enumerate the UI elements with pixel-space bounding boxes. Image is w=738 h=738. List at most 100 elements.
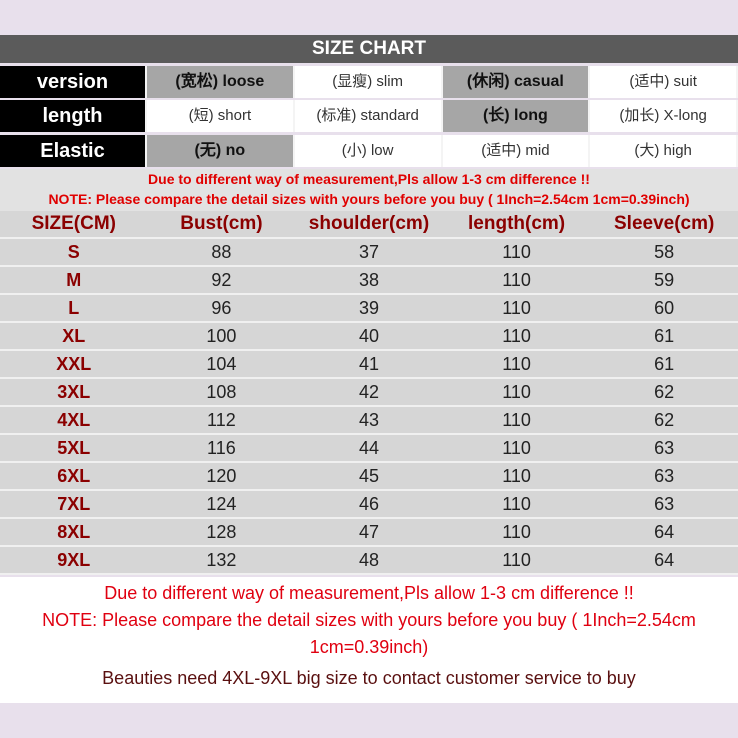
table-cell: 110 [502,466,531,486]
table-cell: SIZE(CM) [31,213,117,234]
table-cell: 110 [502,242,531,262]
table-cell: Sleeve(cm) [614,213,715,234]
table-cell: 61 [654,354,675,374]
table-cell: 132 [206,550,237,570]
table-cell: 37 [358,242,379,262]
table-cell: 96 [211,298,232,318]
table-row: XXL 104 41 110 61 [0,351,738,379]
table-cell: 110 [502,270,531,290]
table-cell: 92 [211,270,232,290]
size-table: SIZE(CM) Bust(cm) shoulder(cm) length(cm) Sl… [0,211,738,575]
table-cell: 110 [502,438,531,458]
table-cell: 43 [358,410,379,430]
table-cell: M [66,270,82,290]
footer-big-size: Beauties need 4XL-9XL big size to contac… [102,668,636,688]
table-cell: 42 [358,382,379,402]
attribute-option: (适中) suit [590,66,738,98]
table-row: M 92 38 110 59 [0,267,738,295]
table-cell: 45 [358,466,379,486]
attribute-option: (短) short [147,100,295,132]
table-cell: 128 [206,522,237,542]
table-cell: 6XL [57,466,91,486]
table-cell: 63 [654,494,675,514]
table-cell: 63 [654,466,675,486]
table-cell: 124 [206,494,237,514]
table-cell: shoulder(cm) [308,213,430,234]
table-row: 6XL 120 45 110 63 [0,463,738,491]
table-cell: 39 [358,298,379,318]
table-row: 7XL 124 46 110 63 [0,491,738,519]
attribute-label: length [0,100,147,132]
table-row: 3XL 108 42 110 62 [0,379,738,407]
attribute-option: (小) low [295,135,443,167]
table-cell: 7XL [57,494,91,514]
attribute-option: (大) high [590,135,738,167]
table-row: 4XL 112 43 110 62 [0,407,738,435]
table-row: 9XL 132 48 110 64 [0,547,738,575]
table-cell: 116 [207,438,236,458]
attribute-label: version [0,66,147,98]
table-cell: 120 [206,466,237,486]
footer-difference: Due to different way of measurement,Pls … [104,583,634,603]
table-cell: 110 [502,410,531,430]
table-cell: S [67,242,80,262]
attribute-row-version: version (宽松) loose (显瘦) slim (休闲) casual (适中… [0,66,738,98]
table-cell: 63 [654,438,675,458]
attribute-option: (标准) standard [295,100,443,132]
table-cell: XL [62,326,86,346]
measurement-notes: Due to different way of measurement,Pls … [0,169,738,211]
table-row: 8XL 128 47 110 64 [0,519,738,547]
table-cell: 48 [358,550,379,570]
footer-compare: NOTE: Please compare the detail sizes wi… [42,610,696,657]
table-cell: 110 [502,522,531,542]
table-cell: 58 [654,242,675,262]
table-cell: 62 [654,410,675,430]
table-cell: 110 [502,382,531,402]
table-cell: 44 [358,438,379,458]
note-compare: NOTE: Please compare the detail sizes wi… [48,191,690,207]
table-cell: XXL [56,354,92,374]
attribute-option: (休闲) casual [442,66,591,98]
table-row: L 96 39 110 60 [0,295,738,323]
table-cell: 110 [502,550,531,570]
attribute-option: (宽松) loose [147,66,295,98]
table-row: XL 100 40 110 61 [0,323,738,351]
table-cell: 61 [654,326,675,346]
attribute-option: (无) no [147,135,295,167]
table-cell: 110 [502,494,531,514]
table-cell: 60 [654,298,675,318]
table-cell: 4XL [57,410,91,430]
table-cell: Bust(cm) [180,213,263,234]
table-cell: 100 [206,326,237,346]
attribute-option: (加长) X-long [590,100,738,132]
table-cell: 3XL [57,382,91,402]
attribute-option: (适中) mid [443,135,591,167]
table-cell: 47 [358,522,379,542]
table-header-row: SIZE(CM) Bust(cm) shoulder(cm) length(cm) Sl… [0,211,738,239]
table-cell: 110 [502,326,531,346]
footer-notes: Due to different way of measurement,Pls … [0,577,738,703]
attribute-row-length: length (短) short (标准) standard (长) long (加长)… [0,100,738,132]
table-cell: 112 [207,410,236,430]
table-cell: 9XL [57,550,91,570]
table-cell: 88 [211,242,232,262]
attribute-option: (显瘦) slim [295,66,443,98]
table-cell: 8XL [57,522,91,542]
table-cell: 41 [358,354,379,374]
table-cell: 64 [654,550,675,570]
table-cell: 46 [358,494,379,514]
table-cell: 5XL [57,438,91,458]
table-cell: L [68,298,80,318]
table-cell: length(cm) [468,213,566,234]
attribute-row-elastic: Elastic (无) no (小) low (适中) mid (大) high [0,135,738,167]
table-cell: 108 [206,382,237,402]
table-cell: 38 [358,270,379,290]
attribute-option: (长) long [442,100,591,132]
table-cell: 59 [654,270,675,290]
table-row: S 88 37 110 58 [0,239,738,267]
table-cell: 104 [206,354,237,374]
table-cell: 110 [502,354,531,374]
table-cell: 110 [502,298,531,318]
attribute-label: Elastic [0,135,147,167]
note-difference: Due to different way of measurement,Pls … [148,171,590,187]
